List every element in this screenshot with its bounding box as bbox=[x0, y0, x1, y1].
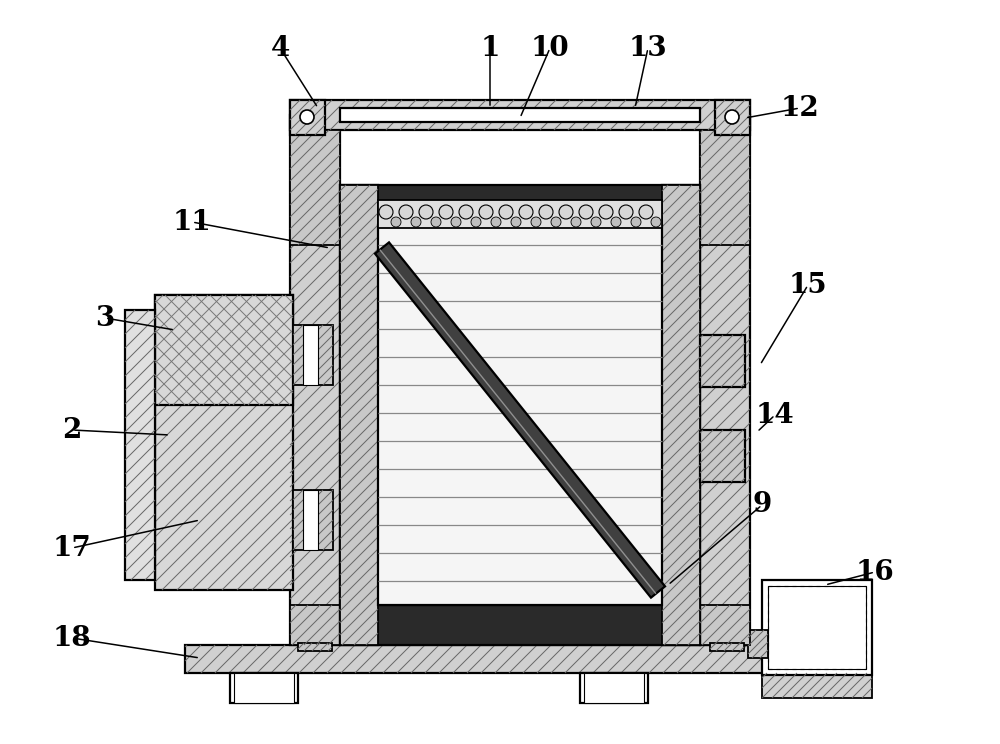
Bar bbox=[340, 185, 378, 645]
Bar bbox=[762, 580, 872, 675]
Text: 2: 2 bbox=[62, 417, 82, 443]
Circle shape bbox=[379, 205, 393, 219]
Text: 9: 9 bbox=[752, 492, 772, 519]
Circle shape bbox=[651, 217, 661, 227]
Bar bbox=[340, 185, 378, 645]
Circle shape bbox=[539, 205, 553, 219]
Circle shape bbox=[611, 217, 621, 227]
Text: 1: 1 bbox=[480, 34, 500, 62]
Text: 10: 10 bbox=[531, 34, 569, 62]
Text: 3: 3 bbox=[95, 304, 115, 332]
Circle shape bbox=[619, 205, 633, 219]
Bar bbox=[584, 673, 644, 703]
Circle shape bbox=[411, 217, 421, 227]
Polygon shape bbox=[375, 243, 665, 597]
Bar bbox=[662, 185, 700, 645]
Circle shape bbox=[431, 217, 441, 227]
Circle shape bbox=[579, 205, 593, 219]
Text: 12: 12 bbox=[781, 94, 819, 121]
Text: 14: 14 bbox=[756, 402, 794, 429]
Bar bbox=[700, 605, 750, 645]
Text: 4: 4 bbox=[270, 34, 290, 62]
Circle shape bbox=[639, 205, 653, 219]
Text: 15: 15 bbox=[789, 272, 827, 298]
Circle shape bbox=[631, 217, 641, 227]
Bar bbox=[762, 673, 872, 698]
Circle shape bbox=[439, 205, 453, 219]
Bar bbox=[378, 200, 662, 228]
Bar bbox=[340, 185, 700, 225]
Bar bbox=[185, 645, 785, 673]
Circle shape bbox=[479, 205, 493, 219]
Bar bbox=[290, 100, 750, 130]
Bar bbox=[580, 673, 648, 703]
Bar bbox=[715, 100, 750, 135]
Circle shape bbox=[519, 205, 533, 219]
Circle shape bbox=[391, 217, 401, 227]
Circle shape bbox=[531, 217, 541, 227]
Bar bbox=[662, 185, 700, 645]
Bar bbox=[340, 605, 700, 645]
Circle shape bbox=[419, 205, 433, 219]
Circle shape bbox=[471, 217, 481, 227]
Bar bbox=[290, 100, 325, 135]
Bar bbox=[290, 605, 340, 645]
Bar bbox=[293, 325, 333, 385]
Bar bbox=[700, 115, 750, 645]
Bar bbox=[298, 643, 332, 651]
Bar bbox=[125, 310, 155, 580]
Bar bbox=[230, 673, 298, 703]
Circle shape bbox=[399, 205, 413, 219]
Bar bbox=[290, 115, 340, 645]
Circle shape bbox=[499, 205, 513, 219]
Bar bbox=[700, 430, 745, 482]
Bar bbox=[303, 490, 318, 550]
Bar bbox=[234, 673, 294, 703]
Text: 18: 18 bbox=[53, 624, 91, 652]
Circle shape bbox=[459, 205, 473, 219]
Bar bbox=[748, 630, 768, 658]
Bar bbox=[700, 130, 750, 245]
Bar bbox=[340, 108, 700, 122]
Bar bbox=[768, 586, 866, 669]
Circle shape bbox=[599, 205, 613, 219]
Text: 13: 13 bbox=[629, 34, 667, 62]
Circle shape bbox=[300, 110, 314, 124]
Circle shape bbox=[571, 217, 581, 227]
Circle shape bbox=[491, 217, 501, 227]
Bar bbox=[155, 295, 293, 590]
Bar bbox=[700, 335, 745, 387]
Bar bbox=[290, 130, 340, 245]
Bar bbox=[293, 490, 333, 550]
Text: 16: 16 bbox=[856, 559, 894, 586]
Circle shape bbox=[451, 217, 461, 227]
Circle shape bbox=[511, 217, 521, 227]
Circle shape bbox=[591, 217, 601, 227]
Text: 11: 11 bbox=[173, 208, 211, 236]
Bar bbox=[303, 325, 318, 385]
Text: 17: 17 bbox=[53, 534, 91, 562]
Polygon shape bbox=[155, 295, 293, 405]
Bar bbox=[710, 643, 744, 651]
Bar bbox=[378, 225, 662, 605]
Circle shape bbox=[725, 110, 739, 124]
Circle shape bbox=[559, 205, 573, 219]
Circle shape bbox=[551, 217, 561, 227]
